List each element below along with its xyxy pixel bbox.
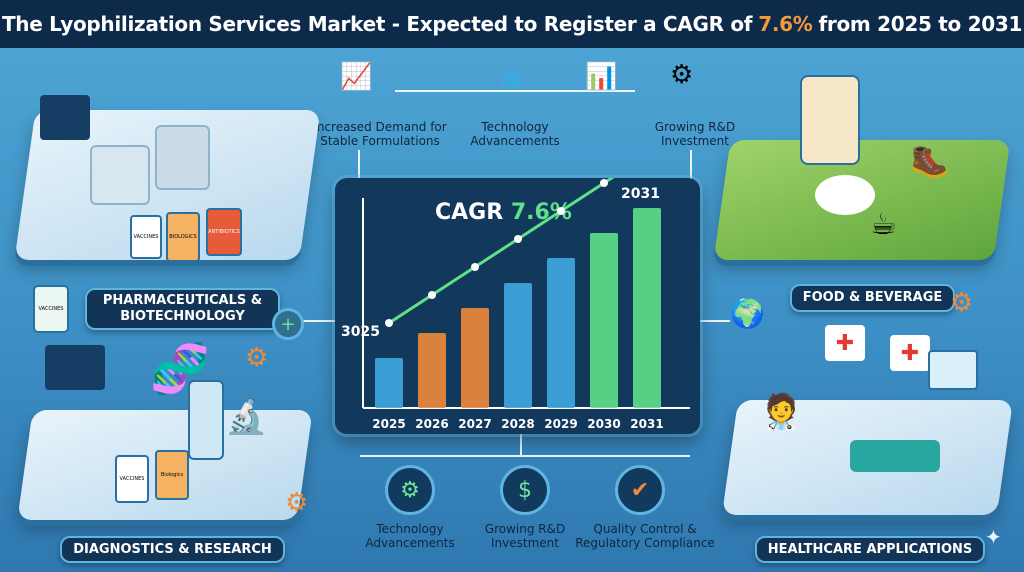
driver-label: Growing R&D Investment [484,522,566,550]
sparkle-icon: ✦ [985,525,1002,549]
freeze-dryer-machine [90,145,150,205]
connector-line [690,150,692,180]
cagr-chart-panel: CAGR 7.6% 3025 2031 2025 2026 2027 2028 2029… [335,178,700,434]
segment-label-food: FOOD & BEVERAGE [790,284,955,312]
monitor-screen [928,350,978,390]
cagr-label: CAGR 7.6% [435,200,572,225]
growth-point [471,263,479,271]
gear-circuit-icon: ⚙ [385,465,435,515]
title-highlight: 7.6% [758,12,813,36]
gear-dollar-chart-icon: ⚙ [670,60,694,90]
microchip-icon: ▣ [500,62,525,92]
connector-line [395,90,635,92]
year-label: 2029 [544,417,577,431]
connector-line [700,320,730,322]
growth-point [557,207,565,215]
driver-label: Technology Advancements [470,120,560,148]
vaccine-vial: VACCINES [130,215,162,259]
start-label: 3025 [341,324,380,340]
connector-line [520,434,522,456]
freeze-dried-food-bag [800,75,860,165]
title-bar: The Lyophilization Services Market - Exp… [0,0,1024,48]
bar-2029 [547,258,575,408]
gear-icon: ⚙ [245,343,269,373]
year-label: 2027 [458,417,491,431]
title-prefix: The Lyophilization Services Market - Exp… [1,12,753,36]
bar-2030 [590,233,618,408]
biologics-vial: BIOLOGICS [166,212,200,262]
gear-icon: ⚙ [285,488,309,518]
hospital-bed [850,440,940,472]
monitor-screen [40,95,90,140]
bar-2031 [633,208,661,408]
year-label: 2025 [372,417,405,431]
year-label: 2031 [630,417,663,431]
bar-chart-up-icon: 📈 [340,62,373,92]
growth-point [428,291,436,299]
title-suffix: from 2025 to 2031 [818,12,1023,36]
segment-label-diagnostics: DIAGNOSTICS & RESEARCH [60,536,285,563]
connector-line [360,455,690,457]
hiker-icon: 🥾 [910,142,950,180]
doctor-icon: 🧑‍⚕️ [760,392,803,432]
bar-2026 [418,333,446,408]
monitor-screen [45,345,105,390]
bar-2027 [461,308,489,408]
growth-point [385,319,393,327]
end-label: 2031 [621,186,660,202]
freeze-dryer-machine [155,125,210,190]
connector-line [300,320,335,322]
year-label: 2028 [501,417,534,431]
connector-line [358,150,360,180]
microscope-icon: 🔬 [225,397,268,437]
year-label: 2030 [587,417,620,431]
growth-point [514,235,522,243]
food-plate [815,175,875,215]
segment-label-pharma: PHARMACEUTICALS & BIOTECHNOLOGY [85,288,280,330]
medical-cross-icon: ✚ [825,325,865,361]
segment-label-healthcare: HEALTHCARE APPLICATIONS [755,536,985,563]
growth-point [600,179,608,187]
bar-chart-up-icon: 📊 [585,62,618,92]
vaccine-vial: VACCINES [33,285,69,333]
driver-label: Technology Advancements [365,522,455,550]
bar-2028 [504,283,532,408]
driver-label: Increased Demand for Stable Formulations [313,120,447,148]
plus-icon: + [272,308,304,340]
coffee-cup-icon: ☕ [870,207,897,242]
glass-cylinder [188,380,224,460]
bar-2025 [375,358,403,408]
year-label: 2026 [415,417,448,431]
dollar-chart-icon: $ [500,465,550,515]
bar-chart: 2025 2026 2027 2028 2029 2030 2031 [362,178,690,431]
vaccine-vial: VACCINES [115,455,149,503]
clipboard-check-icon: ✔ [615,465,665,515]
gear-icon: ⚙ [950,288,974,318]
biologics-vial: Biologics [155,450,189,500]
antibiotics-vial: ANTIBIOTICS [206,208,242,256]
medical-cross-icon: ✚ [890,335,930,371]
driver-label: Quality Control & Regulatory Compliance [575,522,715,550]
driver-label: Growing R&D Investment [654,120,736,148]
globe-icon: 🌍 [730,297,765,330]
